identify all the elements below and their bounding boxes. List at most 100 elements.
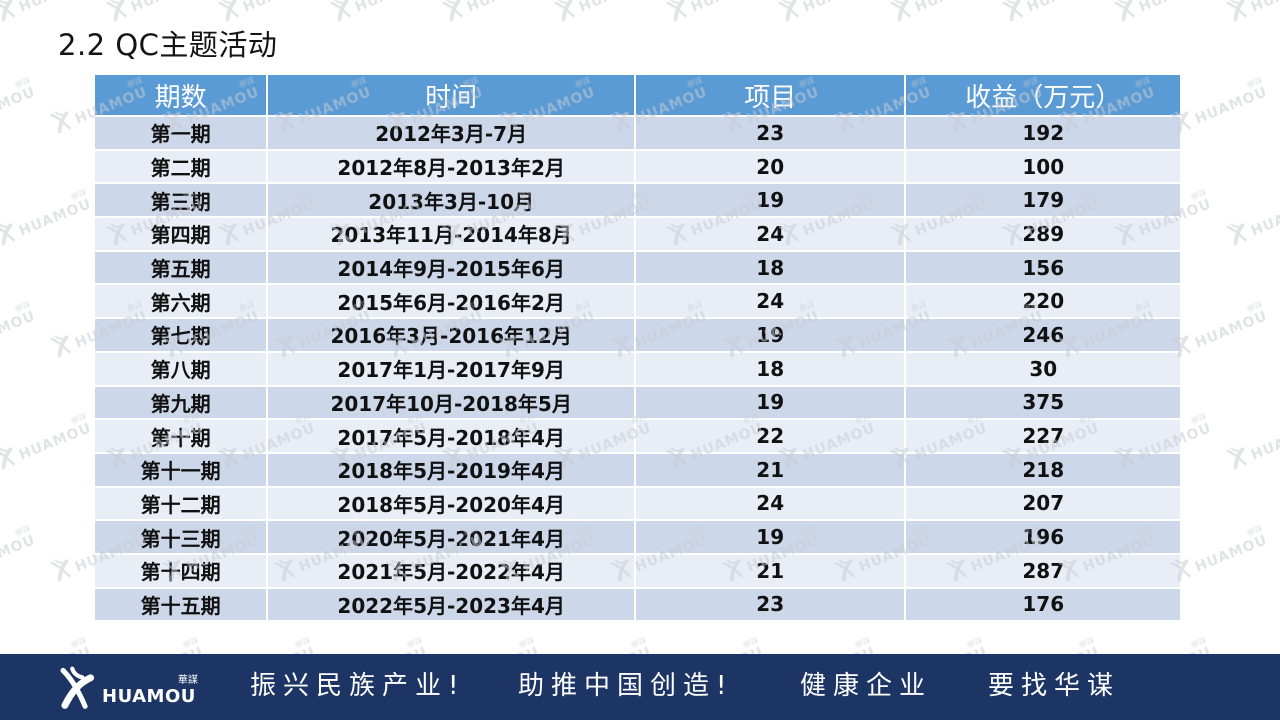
table-cell: 2016年3月-2016年12月: [268, 319, 634, 351]
watermark-cjk-text: 華謀: [517, 635, 536, 650]
table-cell: 第十期: [95, 420, 267, 452]
table-cell: 18: [635, 352, 905, 385]
table-row: 第七期 2016年3月-2016年12月 19 246: [95, 319, 1180, 351]
brand-name-label: HUAMOU: [102, 686, 196, 707]
table-cell: 第四期: [95, 218, 267, 250]
table-row: 第九期 2017年10月-2018年5月 19 375: [95, 386, 1180, 419]
table-cell: 24: [635, 487, 905, 520]
table-cell: 2017年5月-2018年4月: [268, 420, 634, 452]
table-cell: 2013年11月-2014年8月: [268, 218, 634, 250]
page-title: 2.2 QC主题活动: [58, 28, 278, 62]
table-row: 第十四期 2021年5月-2022年4月 21 287: [95, 554, 1180, 587]
watermark-cjk-text: 華謀: [69, 411, 88, 426]
table-cell: 287: [906, 554, 1180, 587]
table-row: 第六期 2015年6月-2016年2月 24 220: [95, 285, 1180, 318]
watermark-cjk-text: 華謀: [1189, 187, 1208, 202]
footer-bar: 華謀 HUAMOU 振兴民族产业! 助推中国创造! 健康企业 要找华谋: [0, 654, 1280, 720]
table-cell: 第八期: [95, 352, 267, 385]
qc-activities-table: 期数 时间 项目 收益（万元） 第一期 2012年3月-7月 23 192 第二期 2012年8…: [93, 73, 1182, 622]
huamou-watermark-icon: [1225, 218, 1251, 247]
table-cell: 24: [635, 218, 905, 250]
watermark-cjk-text: 華謀: [965, 635, 984, 650]
huamou-watermark-icon: [1225, 0, 1251, 23]
table-cell: 227: [906, 420, 1180, 452]
table-cell: 第五期: [95, 251, 267, 284]
huamou-watermark-icon: [441, 0, 467, 23]
watermark-cjk-text: 華謀: [1245, 523, 1264, 538]
brand-name-block: 華謀 HUAMOU: [102, 676, 198, 710]
watermark-cjk-text: 華謀: [1189, 411, 1208, 426]
column-header: 期数: [95, 75, 267, 115]
table-cell: 156: [906, 251, 1180, 284]
table-cell: 179: [906, 184, 1180, 217]
table-cell: 2021年5月-2022年4月: [268, 554, 634, 587]
huamou-watermark-icon: [889, 0, 915, 23]
table-cell: 第三期: [95, 184, 267, 217]
table-row: 第十一期 2018年5月-2019年4月 21 218: [95, 453, 1180, 486]
table-row: 第一期 2012年3月-7月 23 192: [95, 117, 1180, 149]
table-row: 第十二期 2018年5月-2020年4月 24 207: [95, 487, 1180, 520]
table-cell: 2017年1月-2017年9月: [268, 352, 634, 385]
table-cell: 19: [635, 184, 905, 217]
table-cell: 第十一期: [95, 453, 267, 486]
footer-slogan-1: 振兴民族产业!: [250, 671, 466, 701]
table-cell: 第七期: [95, 319, 267, 351]
table-body: 第一期 2012年3月-7月 23 192 第二期 2012年8月-2013年2月 20 10…: [95, 117, 1180, 621]
watermark-cjk-text: 華謀: [69, 187, 88, 202]
table-cell: 第九期: [95, 386, 267, 419]
table-cell: 20: [635, 150, 905, 183]
huamou-watermark-icon: [1113, 0, 1139, 23]
huamou-watermark-icon: [0, 442, 19, 471]
table-cell: 2013年3月-10月: [268, 184, 634, 217]
table-cell: 23: [635, 588, 905, 621]
watermark-cjk-text: 華謀: [13, 75, 32, 90]
huamou-watermark-icon: [1225, 442, 1251, 471]
table-cell: 100: [906, 150, 1180, 183]
table-row: 第十三期 2020年5月-2021年4月 19 196: [95, 521, 1180, 553]
column-header: 收益（万元）: [906, 75, 1180, 115]
footer-slogan-3: 健康企业: [800, 671, 933, 701]
huamou-watermark-icon: [329, 0, 355, 23]
watermark-cjk-text: 華謀: [13, 299, 32, 314]
table-cell: 30: [906, 352, 1180, 385]
column-header: 时间: [268, 75, 634, 115]
footer-slogan-2: 助推中国创造!: [518, 671, 734, 701]
table-cell: 第六期: [95, 285, 267, 318]
huamou-watermark-icon: [49, 554, 75, 583]
huamou-watermark-icon: [553, 0, 579, 23]
huamou-watermark-icon: [49, 106, 75, 135]
table-cell: 246: [906, 319, 1180, 351]
table-cell: 2020年5月-2021年4月: [268, 521, 634, 553]
table-row: 第十五期 2022年5月-2023年4月 23 176: [95, 588, 1180, 621]
watermark-cjk-text: 華謀: [293, 635, 312, 650]
huamou-logo: 華謀 HUAMOU: [52, 664, 198, 710]
brand-cjk-label: 華謀: [177, 675, 198, 686]
column-header: 项目: [635, 75, 905, 115]
table-cell: 第十五期: [95, 588, 267, 621]
table-cell: 2014年9月-2015年6月: [268, 251, 634, 284]
huamou-watermark-icon: [777, 0, 803, 23]
table-row: 第十期 2017年5月-2018年4月 22 227: [95, 420, 1180, 452]
table-row: 第五期 2014年9月-2015年6月 18 156: [95, 251, 1180, 284]
table-cell: 2012年8月-2013年2月: [268, 150, 634, 183]
